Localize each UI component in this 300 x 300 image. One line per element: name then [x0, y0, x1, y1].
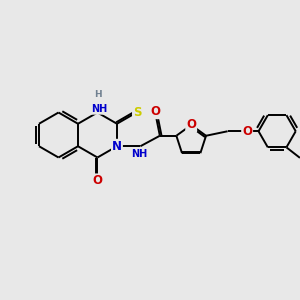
- Text: H: H: [94, 90, 101, 99]
- Text: O: O: [92, 174, 103, 188]
- Text: NH: NH: [131, 149, 147, 159]
- Text: N: N: [112, 140, 122, 153]
- Text: O: O: [242, 125, 252, 138]
- Text: S: S: [133, 106, 142, 118]
- Text: NH: NH: [91, 104, 107, 114]
- Text: O: O: [150, 105, 161, 118]
- Text: O: O: [186, 118, 196, 131]
